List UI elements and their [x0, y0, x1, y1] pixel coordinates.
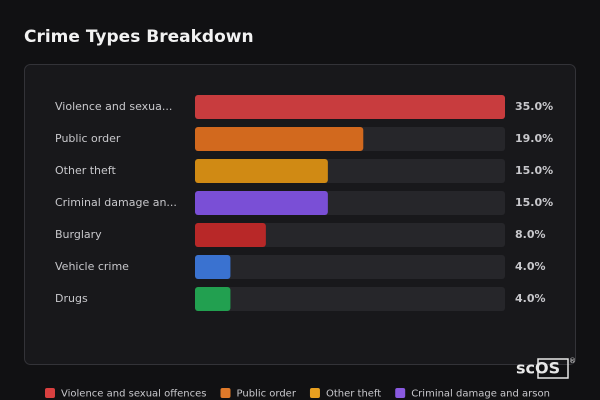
legend-swatch — [309, 388, 320, 398]
legend-swatch — [220, 388, 231, 398]
category-label: Violence and sexua... — [55, 100, 172, 113]
value-label: 4.0% — [515, 260, 546, 273]
bar — [195, 95, 505, 119]
value-label: 8.0% — [515, 228, 546, 241]
value-label: 19.0% — [515, 132, 553, 145]
category-label: Public order — [55, 132, 121, 145]
category-label: Drugs — [55, 292, 88, 305]
bar-track — [195, 255, 505, 279]
value-label: 35.0% — [515, 100, 553, 113]
legend-label: Public order — [237, 389, 297, 400]
watermark: scOS — [516, 359, 560, 378]
chart-title: Crime Types Breakdown — [24, 27, 254, 47]
category-label: Burglary — [55, 228, 102, 241]
category-label: Criminal damage an... — [55, 196, 177, 209]
category-label: Vehicle crime — [55, 260, 129, 273]
legend-swatch — [395, 388, 406, 398]
legend-swatch — [45, 388, 55, 398]
bar — [195, 223, 266, 247]
value-label: 4.0% — [515, 292, 546, 305]
bar — [195, 159, 328, 183]
value-label: 15.0% — [515, 164, 553, 177]
bar-track — [195, 287, 505, 311]
bar-track — [195, 223, 505, 247]
legend-label: Other theft — [326, 389, 381, 400]
category-label: Other theft — [55, 164, 116, 177]
bar — [195, 255, 231, 279]
bar — [195, 127, 364, 151]
bar — [195, 287, 231, 311]
legend-label: Violence and sexual offences — [61, 389, 207, 400]
legend-label: Criminal damage and arson — [411, 389, 550, 400]
watermark-mark: ® — [569, 357, 576, 365]
value-label: 15.0% — [515, 196, 553, 209]
watermark-box — [537, 358, 569, 379]
bar — [195, 191, 328, 215]
